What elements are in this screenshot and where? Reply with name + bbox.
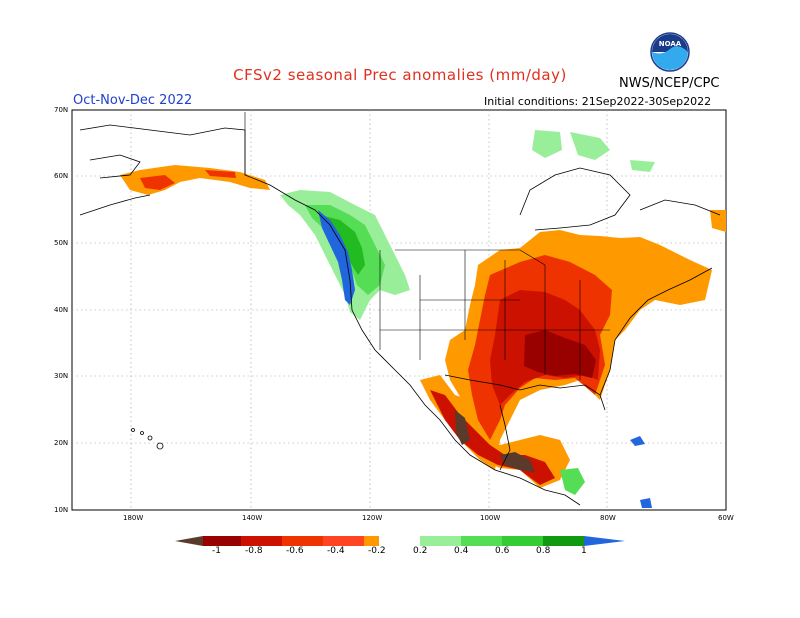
wet-region-north-canada [532, 130, 655, 172]
dry-region-deep-red [524, 330, 596, 378]
wet-region-pnw-blue [318, 210, 355, 305]
legend-swatch-m02 [364, 536, 379, 546]
lat-label-20n: 20N [54, 439, 69, 447]
legend-swatch-neutral [379, 536, 420, 546]
legend-swatch-p04 [461, 536, 502, 546]
agency-label: NWS/NCEP/CPC [619, 76, 720, 91]
legend-label-m04: -0.4 [327, 546, 345, 556]
lat-label-40n: 40N [54, 306, 69, 314]
political-boundaries [244, 112, 610, 380]
dry-region-mexico-brown [455, 410, 535, 472]
lon-label-100w: 100W [480, 514, 501, 522]
lon-label-60w: 60W [718, 514, 734, 522]
legend-swatch-p02 [420, 536, 461, 546]
lon-label-180w: 180W [123, 514, 144, 522]
dry-anomaly-regions [120, 165, 726, 488]
lat-label-30n: 30N [54, 372, 69, 380]
legend-swatch-above-max [584, 536, 625, 546]
legend-swatch-below-min [175, 536, 203, 546]
initial-conditions-label: Initial conditions: 21Sep2022-30Sep2022 [484, 95, 712, 108]
legend-swatch-p06 [502, 536, 543, 546]
dry-region-alaska-red [140, 170, 236, 190]
legend-label-m1: -1 [212, 546, 221, 556]
wet-region-central-america [560, 468, 585, 495]
wet-anomaly-regions [280, 130, 655, 508]
legend-label-m06: -0.6 [286, 546, 304, 556]
dry-region-canada-east [710, 210, 726, 232]
svg-text:NOAA: NOAA [659, 40, 682, 48]
legend-label-p02: 0.2 [413, 546, 428, 556]
lon-label-140w: 140W [242, 514, 263, 522]
legend-swatch-m04 [323, 536, 364, 546]
coastlines [79, 124, 721, 506]
noaa-logo: NOAA [650, 32, 690, 72]
hawaii-islands [131, 428, 164, 450]
legend-label-p06: 0.6 [495, 546, 510, 556]
lat-label-70n: 70N [54, 106, 69, 114]
lat-label-10n: 10N [54, 506, 69, 514]
legend-label-m02: -0.2 [368, 546, 386, 556]
period-label: Oct-Nov-Dec 2022 [73, 93, 193, 108]
wet-region-caribbean-blue [630, 436, 652, 508]
legend-label-p04: 0.4 [454, 546, 469, 556]
legend-swatch-p08 [543, 536, 584, 546]
map-title: CFSv2 seasonal Prec anomalies (mm/day) [233, 66, 567, 84]
lat-label-50n: 50N [54, 239, 69, 247]
legend-label-p08: 0.8 [536, 546, 551, 556]
legend-swatch-m08 [241, 536, 282, 546]
legend-swatch-m06 [282, 536, 323, 546]
legend-swatch-m1 [203, 536, 241, 546]
lat-label-60n: 60N [54, 172, 69, 180]
legend-label-m08: -0.8 [245, 546, 263, 556]
lon-label-120w: 120W [362, 514, 383, 522]
legend-label-p1: 1 [581, 546, 587, 556]
lon-label-80w: 80W [600, 514, 616, 522]
